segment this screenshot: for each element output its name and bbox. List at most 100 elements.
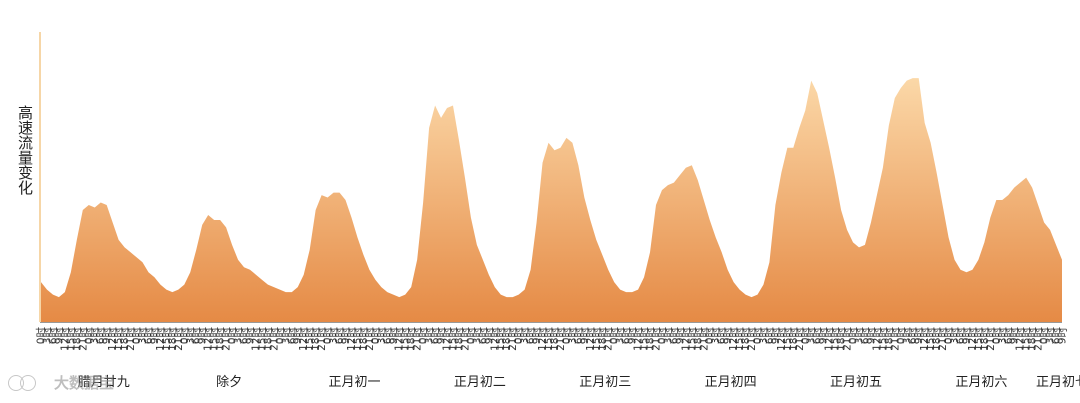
hour-tick-label: 0时 xyxy=(609,327,621,345)
hour-tick-label: 12时 xyxy=(537,327,549,351)
day-label: 正月初四 xyxy=(705,375,757,390)
hour-tick-label: 15时 xyxy=(352,327,364,351)
hour-tick-label: 18时 xyxy=(883,327,895,351)
hour-tick-label: 6时 xyxy=(716,327,728,345)
hour-tick-label: 0时 xyxy=(465,327,477,345)
hour-tick-label: 0时 xyxy=(752,327,764,345)
hour-tick-label: 12时 xyxy=(776,327,788,351)
hour-tick-label: 12时 xyxy=(824,327,836,351)
hour-tick-label: 15时 xyxy=(113,327,125,351)
hour-tick-label: 12时 xyxy=(155,327,167,351)
day-label: 正月初一 xyxy=(328,375,380,390)
hour-tick-label: 9时 xyxy=(961,327,973,345)
day-label: 正月初七 xyxy=(1036,375,1080,390)
hour-tick-label: 3时 xyxy=(424,327,436,345)
hour-tick-label: 6时 xyxy=(668,327,680,345)
hour-tick-label: 0时 xyxy=(322,327,334,345)
hour-tick-label: 3时 xyxy=(137,327,149,345)
hour-tick-label: 15时 xyxy=(591,327,603,351)
hour-tick-label: 3时 xyxy=(376,327,388,345)
hour-tick-label: 12时 xyxy=(871,327,883,351)
hour-tick-label: 15时 xyxy=(1021,327,1033,351)
hour-tick-label: 15时 xyxy=(639,327,651,351)
hour-tick-label: 9时 xyxy=(674,327,686,345)
hour-tick-label: 21时 xyxy=(173,327,185,351)
hour-tick-label: 15时 xyxy=(782,327,794,351)
hour-tick-label: 15时 xyxy=(877,327,889,351)
watermark-text: 大数据宝 xyxy=(54,373,115,392)
hour-tick-label: 6时 xyxy=(764,327,776,345)
hour-tick-label: 3时 xyxy=(233,327,245,345)
hour-tick-label: 12时 xyxy=(107,327,119,351)
hour-tick-label: 9时 xyxy=(292,327,304,345)
hour-tick-label: 0时 xyxy=(895,327,907,345)
hour-tick-label: 0时 xyxy=(800,327,812,345)
hour-tick-label: 6时 xyxy=(525,327,537,345)
hour-tick-label: 3时 xyxy=(615,327,627,345)
hour-tick-label: 18时 xyxy=(740,327,752,351)
hour-tick-label: 6时 xyxy=(382,327,394,345)
hour-tick-label: 3时 xyxy=(806,327,818,345)
hour-tick-label: 21时 xyxy=(507,327,519,351)
watermark: 大数据宝 xyxy=(8,372,114,392)
hour-tick-label: 9时 xyxy=(865,327,877,345)
hour-tick-label: 9时 xyxy=(818,327,830,345)
day-label: 正月初五 xyxy=(830,375,882,390)
hour-tick-label: 12时 xyxy=(489,327,501,351)
hour-tick-label: 3时 xyxy=(758,327,770,345)
hour-tick-label: 21时 xyxy=(221,327,233,351)
hour-tick-label: 3时 xyxy=(185,327,197,345)
hour-tick-label: 6时 xyxy=(1051,327,1063,345)
hour-tick-label: 15时 xyxy=(65,327,77,351)
hour-tick-label: 15时 xyxy=(209,327,221,351)
hour-tick-label: 0时 xyxy=(418,327,430,345)
hour-tick-label: 3时 xyxy=(471,327,483,345)
hour-tick-label: 21时 xyxy=(316,327,328,351)
hour-tick-label: 21时 xyxy=(698,327,710,351)
hour-tick-label: 0时 xyxy=(991,327,1003,345)
hour-tick-label: 21时 xyxy=(746,327,758,351)
hour-tick-label: 9时 xyxy=(531,327,543,345)
hour-tick-label: 18时 xyxy=(262,327,274,351)
hour-tick-label: 15时 xyxy=(973,327,985,351)
hour-tick-label: 18时 xyxy=(453,327,465,351)
y-axis-label: 高速流量变化 xyxy=(16,105,34,195)
hour-tick-label: 9时 xyxy=(101,327,113,345)
hour-tick-label: 3时 xyxy=(567,327,579,345)
hour-tick-label: 15时 xyxy=(686,327,698,351)
hour-tick-label: 3时 xyxy=(662,327,674,345)
hour-tick-label: 18时 xyxy=(979,327,991,351)
hour-tick-label: 12时 xyxy=(59,327,71,351)
hour-tick-label: 3时 xyxy=(280,327,292,345)
hour-tick-label: 3时 xyxy=(519,327,531,345)
hour-tick-label: 18时 xyxy=(549,327,561,351)
hour-tick-label: 12时 xyxy=(346,327,358,351)
hour-tick-label: 3时 xyxy=(1045,327,1057,345)
hour-tick-label: 0时 xyxy=(848,327,860,345)
hour-tick-label: 21时 xyxy=(268,327,280,351)
hour-tick-label: 0时 xyxy=(1039,327,1051,345)
hour-tick-label: 9时 xyxy=(340,327,352,345)
hour-tick-label: 21时 xyxy=(842,327,854,351)
hour-tick-label: 21时 xyxy=(459,327,471,351)
hour-tick-label: 9时 xyxy=(627,327,639,345)
hour-tick-label: 9时 xyxy=(388,327,400,345)
hour-tick-label: 12时 xyxy=(728,327,740,351)
hour-tick-label: 21时 xyxy=(77,327,89,351)
hour-tick-label: 0时 xyxy=(83,327,95,345)
hour-tick-label: 12时 xyxy=(250,327,262,351)
hour-tick-label: 3时 xyxy=(997,327,1009,345)
hour-tick-label: 9时 xyxy=(1009,327,1021,345)
hour-tick-label: 18时 xyxy=(836,327,848,351)
hour-tick-label: 3时 xyxy=(89,327,101,345)
hour-tick-label: 21时 xyxy=(794,327,806,351)
hour-tick-label: 18时 xyxy=(692,327,704,351)
hour-tick-label: 6时 xyxy=(95,327,107,345)
traffic-area xyxy=(41,78,1062,322)
hour-tick-label: 0时 xyxy=(179,327,191,345)
hour-tick-label: 0时 xyxy=(370,327,382,345)
hour-tick-label: 18时 xyxy=(310,327,322,351)
hour-tick-label: 3时 xyxy=(328,327,340,345)
day-label: 除夕 xyxy=(216,375,242,390)
